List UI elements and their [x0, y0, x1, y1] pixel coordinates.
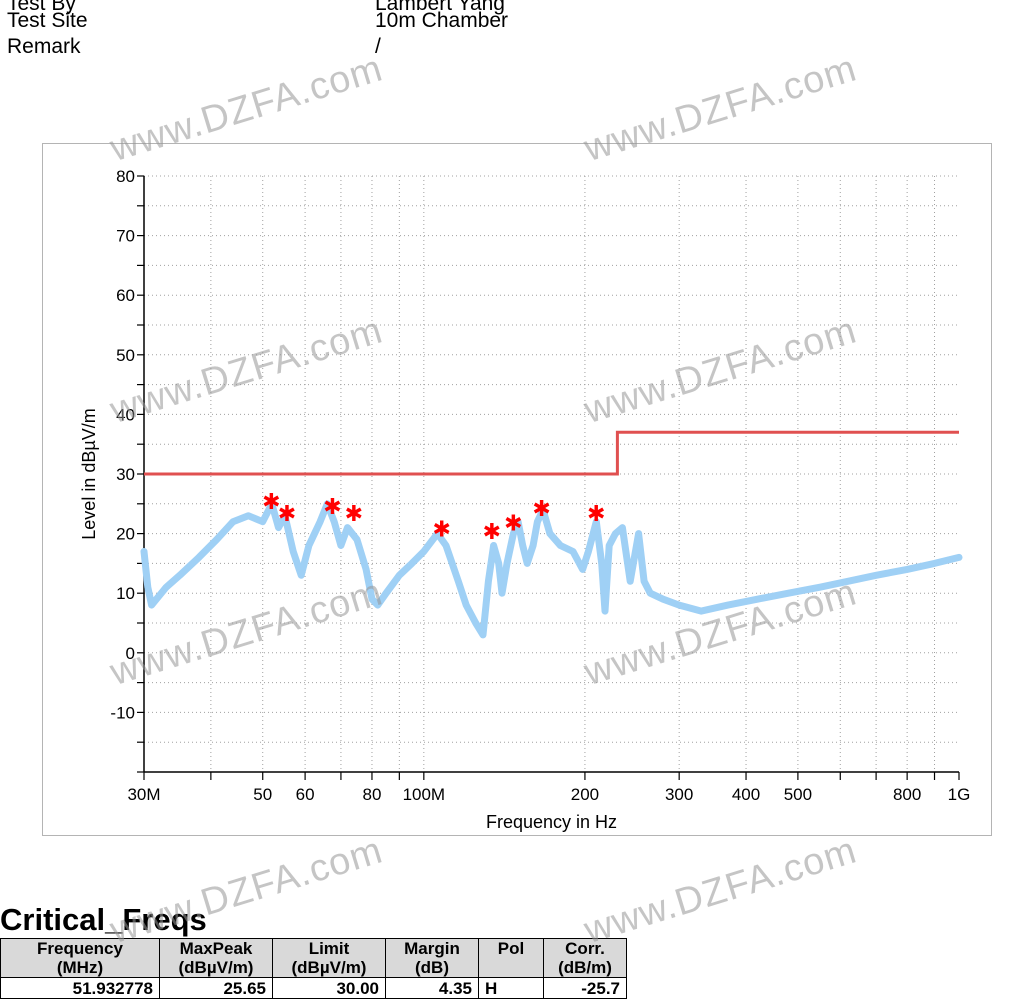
x-tick-label: 1G	[948, 785, 971, 804]
cell-limit: 30.00	[272, 977, 386, 999]
col-header-limit: Limit (dBµV/m)	[272, 938, 386, 978]
col-frequency-line2: (MHz)	[56, 958, 104, 977]
peak-marker: ✱	[587, 502, 605, 527]
trace-series	[140, 500, 963, 639]
col-header-corr: Corr. (dB/m)	[543, 938, 627, 978]
peak-marker: ✱	[345, 502, 363, 527]
x-tick-label: 500	[784, 785, 812, 804]
y-tick-label: 30	[116, 465, 135, 484]
y-tick-label: 50	[116, 346, 135, 365]
cell-corr: -25.7	[543, 977, 627, 999]
x-tick-label: 50	[253, 785, 272, 804]
x-axis-title: Frequency in Hz	[486, 812, 617, 832]
info-label-test-by: Test By	[7, 0, 76, 15]
watermark: www.DZFA.com	[579, 829, 862, 953]
table-title: Critical_Freqs	[0, 902, 207, 937]
cell-frequency: 51.932778	[0, 977, 160, 999]
peak-marker: ✱	[262, 490, 280, 515]
cell-pol: H	[478, 977, 544, 999]
y-tick-label: 70	[116, 227, 135, 246]
col-header-frequency: Frequency (MHz)	[0, 938, 160, 978]
peak-marker: ✱	[532, 497, 550, 522]
chart-frame: 80 70 60 50 40 30 20 10 0 -10 30M 50 60 80 100M 200 300 4…	[42, 143, 992, 836]
limit-line	[144, 430, 959, 476]
info-label-remark: Remark	[7, 35, 81, 58]
col-maxpeak-line2: (dBµV/m)	[178, 958, 254, 977]
peak-marker: ✱	[483, 520, 501, 545]
critical-freqs-table: Frequency (MHz) MaxPeak (dBµV/m) Limit (dBµ…	[0, 938, 627, 999]
col-limit-line2: (dBµV/m)	[291, 958, 367, 977]
x-tick-label: 100M	[403, 785, 446, 804]
col-limit-line1: Limit	[308, 939, 350, 958]
peak-marker: ✱	[504, 512, 522, 537]
info-label-test-site: Test Site	[7, 9, 88, 32]
y-axis-title: Level in dBµV/m	[79, 408, 99, 539]
y-tick-label: -10	[110, 703, 135, 722]
x-tick-label: 800	[893, 785, 921, 804]
col-maxpeak-line1: MaxPeak	[179, 939, 253, 958]
info-value-test-by: Lambert Yang	[375, 0, 505, 15]
x-tick-label: 200	[571, 785, 599, 804]
col-pol-line1: Pol	[497, 939, 525, 958]
y-tick-label: 80	[116, 167, 135, 186]
col-header-maxpeak: MaxPeak (dBµV/m)	[159, 938, 273, 978]
y-tick-label: 60	[116, 286, 135, 305]
col-header-pol: Pol	[478, 938, 544, 978]
y-tick-label: 40	[116, 405, 135, 424]
x-tick-label: 80	[363, 785, 382, 804]
col-margin-line1: Margin	[404, 939, 460, 958]
cell-margin: 4.35	[385, 977, 479, 999]
table-row: 51.932778 25.65 30.00 4.35 H -25.7	[0, 977, 627, 999]
info-value-remark: /	[375, 35, 381, 58]
info-value-test-site: 10m Chamber	[375, 9, 509, 32]
col-frequency-line1: Frequency	[37, 939, 123, 958]
col-corr-line1: Corr.	[565, 939, 605, 958]
cell-maxpeak: 25.65	[159, 977, 273, 999]
x-tick-label: 400	[732, 785, 760, 804]
col-pol-line2	[483, 958, 539, 977]
y-tick-label: 0	[126, 644, 135, 663]
peak-marker: ✱	[278, 502, 296, 527]
col-corr-line2: (dB/m)	[558, 958, 612, 977]
col-margin-line2: (dB)	[415, 958, 449, 977]
x-tick-label: 30M	[127, 785, 160, 804]
x-tick-label: 60	[296, 785, 315, 804]
peak-marker: ✱	[432, 518, 450, 543]
x-tick-label: 300	[665, 785, 693, 804]
y-tick-label: 10	[116, 584, 135, 603]
table-header-row: Frequency (MHz) MaxPeak (dBµV/m) Limit (dBµ…	[0, 938, 627, 978]
y-tick-label: 20	[116, 525, 135, 544]
emission-chart: 80 70 60 50 40 30 20 10 0 -10 30M 50 60 80 100M 200 300 4…	[79, 167, 971, 832]
peak-marker: ✱	[323, 495, 341, 520]
col-header-margin: Margin (dB)	[385, 938, 479, 978]
